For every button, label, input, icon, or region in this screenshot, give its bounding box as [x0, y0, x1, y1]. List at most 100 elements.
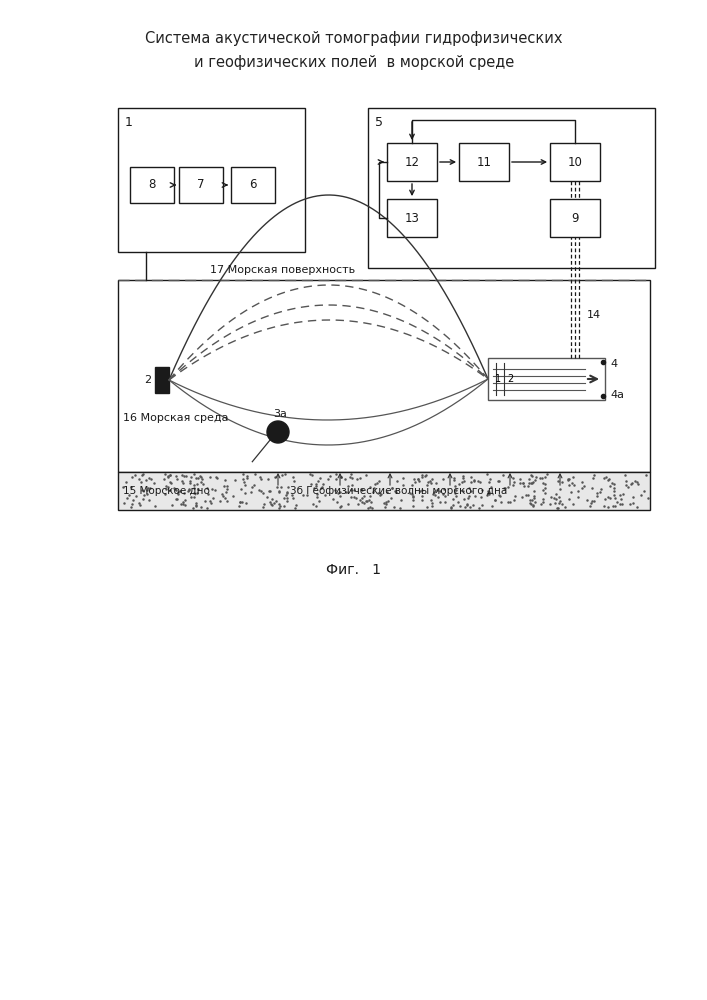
Point [234, 494, 245, 510]
Point [308, 496, 319, 512]
Point [138, 487, 149, 503]
Point [602, 489, 614, 505]
Point [339, 471, 351, 487]
Point [159, 466, 170, 482]
Point [175, 483, 186, 499]
Point [158, 471, 170, 487]
Point [221, 493, 232, 509]
Point [615, 491, 626, 507]
Point [604, 478, 615, 494]
Point [261, 489, 272, 505]
Point [220, 472, 231, 488]
Point [502, 494, 513, 510]
Point [425, 492, 436, 508]
Point [537, 470, 548, 486]
Point [386, 480, 397, 496]
Bar [130, 167, 174, 203]
Point [131, 488, 142, 504]
Point [355, 481, 366, 497]
Point [604, 490, 616, 506]
Point [363, 492, 375, 508]
Point [188, 466, 199, 482]
Point [192, 470, 204, 486]
Text: 9: 9 [571, 212, 579, 225]
Point [308, 480, 320, 496]
Point [419, 468, 431, 484]
Point [459, 473, 470, 489]
Text: 4a: 4a [610, 390, 624, 400]
Point [307, 467, 318, 483]
Point [159, 486, 170, 502]
Point [431, 482, 443, 498]
Point [172, 471, 183, 487]
Point [160, 478, 172, 494]
Point [190, 470, 201, 486]
Point [179, 485, 190, 501]
Point [188, 485, 199, 501]
Point [264, 483, 276, 499]
Point [134, 471, 145, 487]
Point [190, 495, 201, 511]
Point [409, 471, 420, 487]
Point [445, 500, 456, 516]
Point [127, 469, 138, 485]
Point [381, 494, 392, 510]
Point [553, 489, 564, 505]
Point [464, 499, 476, 515]
Point [346, 489, 357, 505]
Point [310, 476, 322, 492]
Point [474, 474, 486, 490]
Point [409, 474, 421, 490]
Point [404, 485, 416, 501]
Point [176, 473, 187, 489]
Point [550, 491, 561, 507]
Point [522, 487, 533, 503]
Point [407, 486, 418, 502]
Point [334, 484, 345, 500]
Point [606, 475, 617, 491]
Point [315, 480, 327, 496]
Point [642, 490, 653, 506]
Point [136, 467, 148, 483]
Point [581, 492, 592, 508]
Point [585, 495, 597, 511]
Point [362, 500, 373, 516]
Point [554, 481, 566, 497]
Point [216, 486, 228, 502]
Point [508, 477, 519, 493]
Point [588, 470, 599, 486]
Point [238, 474, 249, 490]
Point [457, 468, 469, 484]
Point [462, 490, 474, 506]
Text: 15 Морское дно: 15 Морское дно [123, 486, 210, 496]
Point [481, 466, 492, 482]
Bar [118, 472, 650, 510]
Point [237, 471, 248, 487]
Text: и геофизических полей  в морской среде: и геофизических полей в морской среде [194, 54, 514, 70]
Point [526, 475, 537, 491]
Point [578, 478, 590, 494]
Point [595, 481, 607, 497]
Point [167, 497, 178, 513]
Point [455, 498, 466, 514]
Point [530, 469, 542, 485]
Point [554, 495, 565, 511]
Point [221, 481, 233, 497]
Point [467, 497, 479, 513]
Point [468, 472, 479, 488]
Point [282, 484, 293, 500]
Text: Система акустической томографии гидрофизических: Система акустической томографии гидрофиз… [145, 30, 563, 45]
Point [416, 492, 428, 508]
Text: 4: 4 [610, 359, 617, 369]
Text: 2: 2 [507, 374, 513, 384]
Point [386, 480, 397, 496]
Point [184, 481, 195, 497]
Point [420, 467, 431, 483]
Bar [368, 108, 655, 268]
Point [177, 494, 188, 510]
Point [431, 475, 442, 491]
Point [340, 484, 351, 500]
Point [240, 485, 251, 501]
Point [452, 494, 463, 510]
Point [122, 490, 133, 506]
